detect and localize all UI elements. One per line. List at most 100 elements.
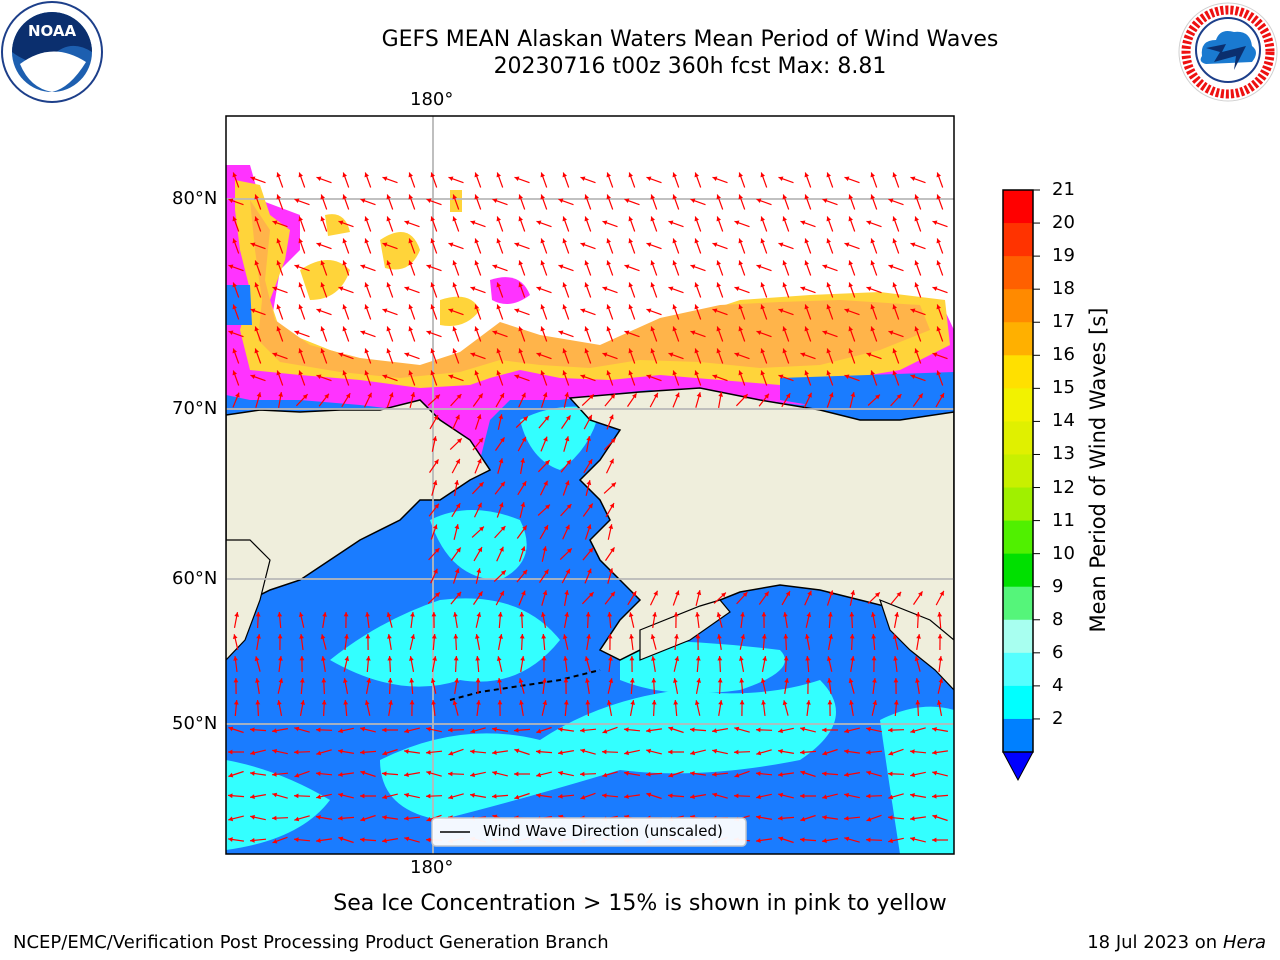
- colorbar-label: Mean Period of Wind Waves [s]: [1086, 307, 1110, 633]
- wave-vector-head: [498, 634, 503, 639]
- wave-vector-head: [805, 678, 811, 683]
- wave-vector-head: [434, 459, 439, 465]
- wave-vector-head: [870, 194, 875, 200]
- wave-vector-head: [756, 838, 761, 843]
- wave-vector-head: [712, 748, 717, 754]
- wave-vector-head: [343, 678, 348, 683]
- wave-vector-head: [844, 308, 850, 313]
- wave-vector-head: [716, 612, 722, 618]
- wave-vector-head: [875, 394, 880, 400]
- wave-vector-head: [521, 590, 526, 596]
- wave-vector-head: [344, 656, 350, 661]
- wave-vector-head: [408, 172, 413, 178]
- wave-vector-head: [542, 546, 548, 551]
- wave-vector-head: [541, 634, 547, 639]
- wave-vector-head: [256, 392, 262, 398]
- wave-vector-head: [255, 700, 261, 705]
- wave-vector-head: [338, 815, 343, 821]
- wave-vector-head: [496, 304, 501, 310]
- wave-vector-head: [712, 176, 718, 181]
- wave-vector-head: [778, 749, 783, 754]
- wave-vector-head: [826, 282, 831, 288]
- wave-vector-head: [586, 634, 591, 639]
- wave-vector-head: [760, 348, 765, 354]
- wave-vector-head: [272, 748, 277, 754]
- wave-vector-head: [518, 216, 523, 222]
- lat-label-70: 70°N: [172, 398, 218, 419]
- wave-vector-head: [760, 282, 765, 288]
- wave-vector-head: [844, 242, 850, 247]
- wave-vector-head: [360, 793, 365, 799]
- wave-vector-head: [778, 176, 784, 181]
- colorbar-segment: [1003, 355, 1033, 389]
- wave-vector-head: [404, 728, 410, 734]
- wave-vector-head: [478, 437, 484, 443]
- aleutian-islands: [449, 669, 601, 701]
- lon-label-top: 180°: [410, 89, 454, 110]
- wave-vector-head: [848, 194, 853, 200]
- wave-vector-head: [668, 286, 674, 291]
- wave-vector-head: [470, 352, 476, 357]
- wave-vector-head: [254, 326, 259, 332]
- wave-vector-head: [536, 728, 542, 734]
- wave-vector-head: [756, 771, 761, 776]
- wave-vector-head: [540, 326, 545, 332]
- wave-vector-head: [828, 590, 834, 596]
- wave-vector-head: [562, 172, 567, 178]
- wave-vector-head: [668, 726, 674, 732]
- wave-vector-head: [827, 612, 833, 617]
- wave-vector-head: [408, 260, 413, 266]
- wave-vector-head: [646, 242, 652, 247]
- wave-vector-head: [558, 750, 563, 755]
- wave-vector-head: [492, 264, 498, 269]
- wave-vector-head: [717, 656, 723, 661]
- wave-vector-head: [651, 700, 657, 705]
- wave-vector-head: [650, 326, 655, 332]
- wave-vector-head: [624, 750, 629, 756]
- colorbar-tick-label: 13: [1052, 443, 1075, 465]
- wave-vector-head: [586, 436, 591, 441]
- wave-vector-head: [849, 700, 854, 705]
- wave-vector-head: [492, 198, 498, 203]
- wave-vector-head: [628, 370, 633, 376]
- wave-vector-head: [896, 394, 902, 399]
- wave-vector-head: [629, 634, 634, 639]
- wave-vector-head: [690, 727, 695, 733]
- wave-vector-head: [756, 750, 762, 756]
- cyan-swath-central: [380, 680, 836, 820]
- wave-vector-head: [518, 282, 523, 288]
- wave-vector-head: [712, 792, 718, 798]
- wave-vector-head: [476, 612, 482, 617]
- wave-vector-head: [456, 394, 462, 399]
- wave-vector-head: [250, 176, 256, 181]
- wave-vector-head: [430, 238, 435, 244]
- wave-vector-head: [646, 748, 652, 754]
- wave-vector-head: [721, 592, 726, 598]
- colorbar-segment: [1003, 223, 1033, 257]
- wave-vector-head: [254, 282, 259, 288]
- wave-vector-head: [650, 216, 655, 222]
- wave-vector-head: [939, 393, 944, 399]
- wave-vector-head: [668, 220, 674, 225]
- wave-vector-head: [694, 304, 699, 310]
- wave-vector-head: [624, 794, 629, 799]
- wave-vector-head: [453, 612, 458, 617]
- wave-vector-head: [848, 260, 853, 266]
- wave-vector-head: [800, 286, 806, 291]
- wave-vector-head: [320, 194, 325, 200]
- wave-vector-head: [250, 242, 256, 247]
- wave-vector-head: [562, 216, 567, 222]
- wave-vector-head: [410, 612, 415, 617]
- vector-legend: [431, 817, 747, 847]
- wave-vector-head: [871, 612, 876, 617]
- wave-vector-head: [514, 771, 519, 777]
- wave-vector-head: [716, 216, 721, 222]
- wave-vector-head: [739, 678, 745, 683]
- wave-vector-head: [294, 198, 300, 203]
- wave-vector-head: [448, 308, 454, 313]
- wave-vector-head: [910, 308, 916, 313]
- wave-vector-head: [606, 238, 611, 244]
- wave-vector-head: [800, 352, 806, 357]
- wave-vector-head: [866, 352, 872, 357]
- wave-vector-head: [580, 728, 585, 733]
